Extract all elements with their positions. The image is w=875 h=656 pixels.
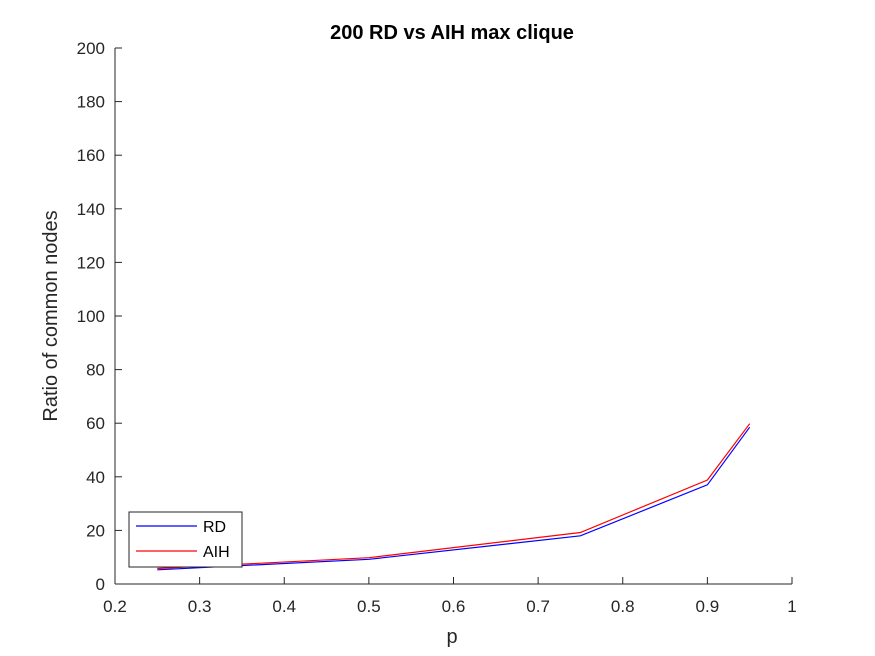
axes: 0.2 0.3 0.4 0.5 0.6 0.7 0.8 0.9 1 0 20 40 60 80 100 120… bbox=[77, 39, 797, 616]
x-tick-label: 0.5 bbox=[357, 597, 381, 616]
y-tick-label: 40 bbox=[86, 468, 105, 487]
x-tick-label: 0.2 bbox=[103, 597, 127, 616]
y-axis-label: Ratio of common nodes bbox=[40, 210, 62, 421]
legend: RD AIH bbox=[128, 511, 243, 568]
y-tick-label: 200 bbox=[77, 39, 105, 58]
series-line-rd bbox=[157, 426, 751, 571]
series-group bbox=[157, 423, 751, 571]
y-tick-label: 20 bbox=[86, 521, 105, 540]
x-tick-label: 1 bbox=[787, 597, 796, 616]
y-tick-label: 80 bbox=[86, 361, 105, 380]
y-tick-label: 120 bbox=[77, 253, 105, 272]
y-tick-label: 100 bbox=[77, 307, 105, 326]
legend-entry: AIH bbox=[203, 544, 230, 561]
x-tick-label: 0.9 bbox=[696, 597, 720, 616]
x-tick-label: 0.4 bbox=[272, 597, 296, 616]
series-line-aih bbox=[157, 423, 751, 570]
y-tick-label: 0 bbox=[96, 575, 105, 594]
x-tick-label: 0.8 bbox=[611, 597, 635, 616]
y-tick-label: 180 bbox=[77, 93, 105, 112]
legend-entry: RD bbox=[203, 519, 226, 536]
x-axis-label: p bbox=[446, 626, 457, 648]
x-tick-label: 0.6 bbox=[442, 597, 466, 616]
chart-title: 200 RD vs AIH max clique bbox=[330, 22, 574, 44]
x-tick-label: 0.7 bbox=[526, 597, 550, 616]
legend-box bbox=[128, 511, 243, 568]
y-tick-label: 160 bbox=[77, 146, 105, 165]
x-tick-label: 0.3 bbox=[188, 597, 212, 616]
y-tick-label: 140 bbox=[77, 200, 105, 219]
y-tick-label: 60 bbox=[86, 414, 105, 433]
